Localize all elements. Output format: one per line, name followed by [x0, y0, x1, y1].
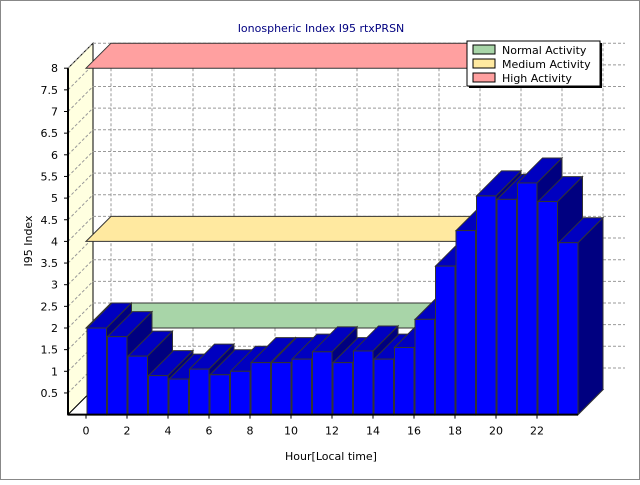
y-tick-label: 0.5 [41, 387, 59, 400]
bar [476, 195, 497, 416]
grid-line-wall [67, 86, 94, 112]
bar [86, 327, 107, 416]
legend-swatch [472, 44, 496, 55]
bar [394, 346, 415, 416]
bar [435, 265, 456, 416]
x-tick-label: 8 [247, 425, 254, 438]
grid-line-wall [67, 259, 94, 286]
y-tick-label: 4 [51, 235, 58, 248]
bar [517, 182, 538, 416]
bar [414, 318, 435, 416]
grid-line-wall [67, 302, 94, 329]
y-tick-label: 6 [51, 149, 58, 162]
y-tick-label: 3.5 [41, 257, 59, 270]
bar [250, 362, 271, 416]
y-tick-label: 3 [51, 279, 58, 292]
y-tick-label: 2.5 [41, 300, 59, 313]
x-tick-label: 22 [530, 425, 544, 438]
grid-line-wall [67, 237, 94, 264]
x-tick-label: 2 [124, 425, 131, 438]
bar [168, 378, 189, 416]
grid-line-wall [67, 324, 94, 351]
x-tick-label: 12 [325, 425, 339, 438]
y-axis-label: I95 Index [22, 215, 35, 267]
y-tick-label: 1 [51, 365, 58, 378]
y-tick-label: 5.5 [41, 170, 59, 183]
legend-label: Medium Activity [502, 58, 591, 71]
activity-band [84, 215, 498, 242]
bar-side [577, 216, 604, 416]
bar [455, 230, 476, 416]
y-tick-label: 7.5 [41, 84, 59, 97]
legend-label: High Activity [502, 72, 572, 85]
bar [107, 336, 128, 416]
x-tick-label: 10 [284, 425, 298, 438]
chart-title: Ionospheric Index I95 rtxPRSN [238, 22, 405, 35]
bar [496, 198, 517, 416]
y-tick-label: 8 [51, 62, 58, 75]
grid-line-wall [67, 107, 94, 134]
activity-band [84, 42, 498, 69]
bar [353, 350, 374, 416]
grid-line-wall [67, 280, 94, 307]
bar [127, 355, 148, 416]
bar [209, 374, 230, 416]
grid-line-wall [67, 367, 94, 394]
grid-line-wall [67, 42, 94, 69]
bar [148, 375, 169, 416]
legend-swatch [472, 72, 496, 83]
legend-swatch [472, 58, 496, 69]
grid-line-wall [67, 64, 94, 91]
x-tick-label: 20 [489, 425, 503, 438]
x-tick-label: 18 [448, 425, 462, 438]
bar [189, 368, 210, 416]
x-tick-label: 0 [83, 425, 90, 438]
grid-line-wall [67, 194, 94, 221]
bar [537, 201, 558, 416]
legend-label: Normal Activity [502, 44, 587, 57]
y-tick-label: 6.5 [41, 127, 59, 140]
y-tick-label: 5 [51, 192, 58, 205]
x-tick-label: 14 [366, 425, 380, 438]
bar [291, 358, 312, 416]
bar [373, 358, 394, 416]
bar [312, 351, 333, 416]
y-tick-label: 2 [51, 322, 58, 335]
x-tick-label: 4 [165, 425, 172, 438]
grid-line-wall [67, 216, 94, 242]
bar [271, 362, 292, 416]
x-tick-label: 16 [407, 425, 421, 438]
grid-line-wall [67, 172, 94, 199]
bar [558, 242, 579, 416]
x-axis-label: Hour[Local time] [285, 450, 377, 463]
bar [332, 362, 353, 416]
grid-line-wall [67, 345, 94, 372]
y-tick-label: 7 [51, 106, 58, 119]
grid-line-wall [67, 129, 94, 156]
x-tick-label: 6 [206, 425, 213, 438]
bar [230, 370, 251, 416]
y-tick-label: 4.5 [41, 214, 59, 227]
grid-line-wall [67, 151, 94, 177]
y-tick-label: 1.5 [41, 344, 59, 357]
